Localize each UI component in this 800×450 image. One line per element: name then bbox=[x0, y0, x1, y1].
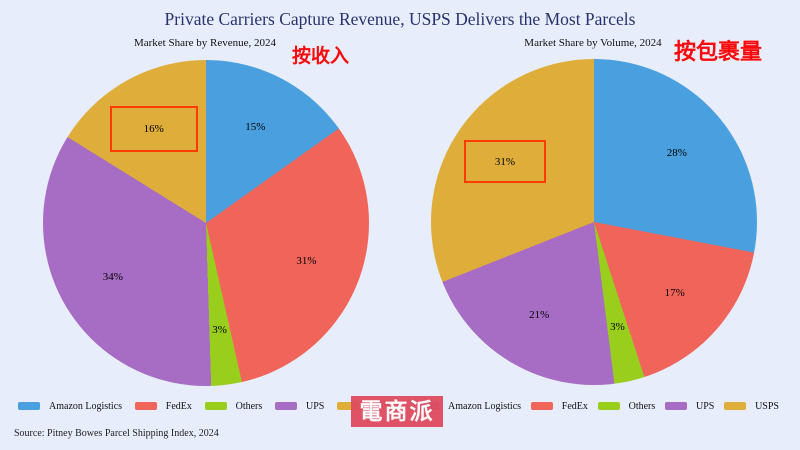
pie-percent-label-usps: 16% bbox=[143, 122, 164, 135]
annotation-revenue: 按收入 bbox=[292, 46, 350, 67]
source-note: Source: Pitney Bowes Parcel Shipping Ind… bbox=[14, 428, 219, 439]
pie-percent-label-ups: 21% bbox=[529, 308, 550, 321]
watermark: 電商派 bbox=[351, 396, 443, 427]
legend-swatch bbox=[134, 402, 157, 410]
pie-volume bbox=[431, 59, 757, 385]
pie-percent-label-fedex: 31% bbox=[296, 255, 317, 268]
legend-label: FedEx bbox=[165, 400, 192, 412]
annotation-volume: 按包裹量 bbox=[674, 39, 763, 64]
legend-item-ups: UPS bbox=[664, 400, 715, 412]
pie-percent-label-ups: 34% bbox=[102, 270, 123, 283]
legend-swatch bbox=[204, 402, 227, 410]
legend-label: Amazon Logistics bbox=[49, 400, 123, 412]
legend-label: Amazon Logistics bbox=[448, 400, 522, 412]
legend-label: Others bbox=[628, 400, 656, 412]
legend-item-others: Others bbox=[204, 400, 263, 412]
chart-title: Private Carriers Capture Revenue, USPS D… bbox=[164, 9, 636, 29]
legend-swatch bbox=[274, 402, 297, 410]
legend-swatch bbox=[530, 402, 553, 410]
legend-item-amazon-logistics: Amazon Logistics bbox=[18, 401, 122, 412]
legend-swatch bbox=[664, 402, 687, 410]
pie-revenue bbox=[43, 60, 369, 386]
pie-percent-label-usps: 31% bbox=[494, 155, 516, 168]
legend-item-others: Others bbox=[597, 400, 656, 412]
subtitle-revenue: Market Share by Revenue, 2024 bbox=[133, 37, 277, 49]
legend-label: FedEx bbox=[561, 400, 588, 412]
pie-percent-label-amazon-logistics: 28% bbox=[666, 147, 687, 160]
legend-label: UPS bbox=[695, 400, 715, 412]
highlight-box-usps bbox=[109, 105, 198, 152]
legend-swatch bbox=[337, 402, 360, 410]
legend-label: Others bbox=[235, 400, 263, 412]
pie-percent-label-fedex: 17% bbox=[664, 287, 685, 300]
pie-percent-label-others: 3% bbox=[212, 323, 227, 336]
highlight-box-usps bbox=[464, 140, 547, 184]
legend-item-fedex: FedEx bbox=[134, 400, 192, 412]
legend-item-fedex: FedEx bbox=[530, 400, 588, 412]
legend-volume: Amazon Logistics FedEx Others UPS USPS bbox=[417, 398, 779, 414]
legend-item-ups: UPS bbox=[274, 400, 325, 412]
pie-percent-label-others: 3% bbox=[610, 320, 625, 333]
legend-swatch bbox=[597, 402, 620, 410]
legend-label: UPS bbox=[305, 400, 325, 412]
legend-swatch bbox=[18, 402, 40, 410]
subtitle-volume: Market Share by Volume, 2024 bbox=[524, 37, 662, 49]
legend-swatch bbox=[724, 402, 747, 410]
pie-percent-label-amazon-logistics: 15% bbox=[245, 121, 266, 134]
legend-item-usps: USPS bbox=[724, 401, 779, 412]
legend-label: USPS bbox=[755, 400, 779, 412]
